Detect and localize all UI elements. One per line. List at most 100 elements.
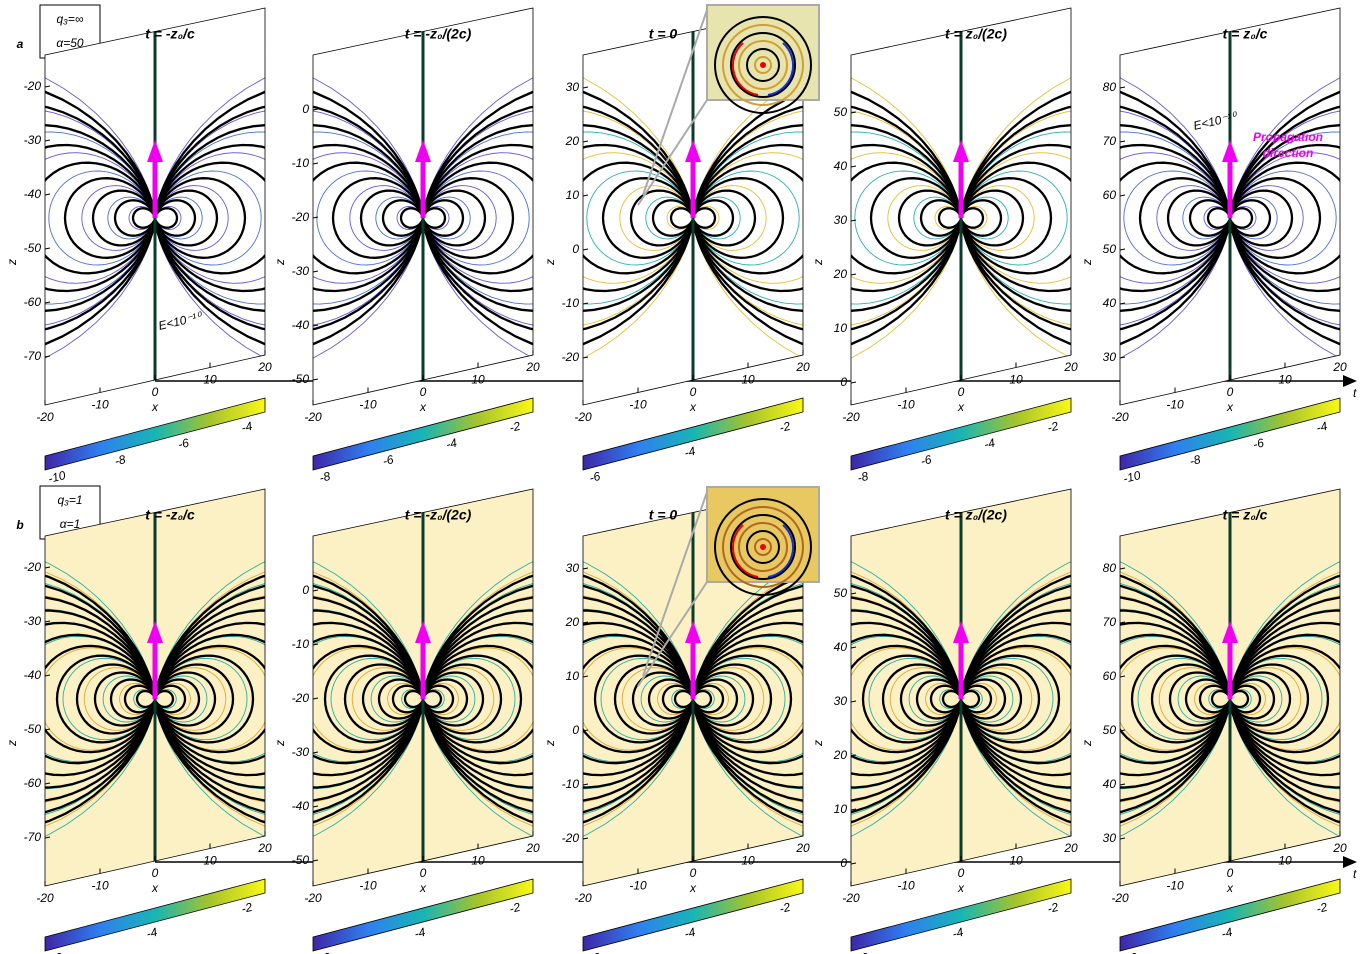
x-tick-label: 20 — [1063, 360, 1078, 374]
x-tick-label: 20 — [257, 360, 272, 374]
z-axis-label: z — [1080, 740, 1094, 747]
x-tick-label: -10 — [359, 398, 377, 412]
inset-center — [760, 544, 766, 550]
x-tick-label: 0 — [1227, 866, 1234, 880]
x-tick-label: -20 — [1111, 410, 1129, 424]
x-tick-label: 20 — [525, 360, 540, 374]
x-tick-label: -10 — [629, 398, 647, 412]
colorbar-tick-label: -4 — [445, 435, 459, 451]
x-axis-label: x — [151, 400, 159, 414]
colorbar-tick-label: -4 — [1315, 419, 1329, 435]
z-tick-label: -70 — [24, 830, 42, 844]
x-tick-label: -20 — [304, 891, 322, 905]
x-tick-label: 0 — [690, 866, 697, 880]
z-tick-label: 0 — [302, 102, 309, 116]
x-tick-label: -20 — [574, 891, 592, 905]
row-label: a — [17, 37, 24, 51]
z-tick-label: 10 — [834, 802, 848, 816]
inset-center — [760, 62, 766, 68]
z-tick-label: -10 — [562, 296, 580, 310]
inset-box — [707, 487, 819, 582]
x-tick-label: 0 — [958, 385, 965, 399]
z-tick-label: 30 — [834, 213, 848, 227]
z-tick-label: -50 — [24, 241, 42, 255]
z-tick-label: -40 — [24, 668, 42, 682]
z-tick-label: 50 — [834, 586, 848, 600]
x-tick-label: 20 — [795, 841, 810, 855]
plot-title: t = -z₀/(2c) — [405, 26, 472, 42]
x-tick-label: -10 — [629, 879, 647, 893]
z-tick-label: -30 — [292, 745, 310, 759]
z-axis-label: z — [543, 259, 557, 266]
colorbar-tick-label: -4 — [983, 435, 997, 451]
propagation-label: Propagation — [1253, 130, 1323, 144]
z-tick-label: 40 — [1103, 296, 1117, 310]
x-tick-label: 0 — [152, 866, 159, 880]
z-tick-label: -60 — [24, 776, 42, 790]
x-tick-label: 20 — [1063, 841, 1078, 855]
z-tick-label: 30 — [1103, 831, 1117, 845]
colorbar-tick-label: -8 — [856, 469, 870, 485]
z-axis-label: z — [811, 740, 825, 747]
z-tick-label: -20 — [562, 831, 580, 845]
x-tick-label: 0 — [420, 385, 427, 399]
x-tick-label: 10 — [1278, 373, 1292, 387]
param-text: q₃=1 — [57, 493, 82, 507]
x-tick-label: -20 — [36, 891, 54, 905]
time-label: t — [1353, 386, 1357, 400]
z-tick-label: 30 — [566, 80, 580, 94]
z-tick-label: -40 — [292, 799, 310, 813]
x-tick-label: 10 — [471, 854, 485, 868]
colorbar-tick-label: -4 — [683, 444, 697, 460]
z-tick-label: 40 — [834, 159, 848, 173]
x-tick-label: -10 — [897, 879, 915, 893]
x-tick-label: 0 — [690, 385, 697, 399]
x-tick-label: 10 — [1009, 854, 1023, 868]
z-tick-label: 80 — [1103, 80, 1117, 94]
plot-title: t = z₀/(2c) — [945, 507, 1007, 523]
x-tick-label: 20 — [257, 841, 272, 855]
z-tick-label: 10 — [834, 321, 848, 335]
colorbar-tick-label: -8 — [1188, 452, 1202, 468]
x-tick-label: -10 — [1166, 398, 1184, 412]
colorbar-tick-label: -6 — [177, 435, 191, 451]
plot-title: t = z₀/c — [1223, 507, 1268, 523]
z-tick-label: 30 — [566, 561, 580, 575]
inset-box — [707, 5, 819, 100]
z-tick-label: -10 — [292, 637, 310, 651]
z-tick-label: 60 — [1103, 669, 1117, 683]
x-tick-label: -10 — [359, 879, 377, 893]
colorbar-tick-label: -6 — [1125, 950, 1139, 954]
z-tick-label: 0 — [302, 583, 309, 597]
x-tick-label: -20 — [304, 410, 322, 424]
x-tick-label: -10 — [91, 398, 109, 412]
colorbar-tick-label: -10 — [47, 468, 68, 486]
colorbar-tick-label: -4 — [683, 925, 697, 941]
z-tick-label: 50 — [1103, 242, 1117, 256]
z-tick-label: 70 — [1103, 615, 1117, 629]
colorbar-tick-label: -10 — [1122, 468, 1143, 486]
x-axis-label: x — [419, 400, 427, 414]
colorbar-tick-label: -4 — [951, 925, 965, 941]
x-tick-label: 10 — [741, 373, 755, 387]
colorbar-tick-label: -4 — [240, 419, 254, 435]
time-label: t — [1353, 867, 1357, 881]
z-tick-label: 50 — [834, 105, 848, 119]
colorbar-tick-label: -4 — [413, 925, 427, 941]
z-axis-label: z — [543, 740, 557, 747]
plot-title: t = z₀/c — [1223, 26, 1268, 42]
z-tick-label: 40 — [1103, 777, 1117, 791]
z-tick-label: 30 — [834, 694, 848, 708]
x-tick-label: 20 — [525, 841, 540, 855]
z-tick-label: 20 — [833, 748, 848, 762]
x-tick-label: 0 — [152, 385, 159, 399]
z-axis-label: z — [811, 259, 825, 266]
z-tick-label: -30 — [292, 264, 310, 278]
colorbar-tick-label: -2 — [778, 900, 792, 916]
x-axis-label: x — [689, 881, 697, 895]
plot-title: t = 0 — [649, 507, 678, 523]
plot-title: t = -z₀/(2c) — [405, 507, 472, 523]
x-tick-label: -10 — [1166, 879, 1184, 893]
z-axis-label: z — [5, 740, 19, 747]
z-tick-label: -20 — [24, 560, 42, 574]
